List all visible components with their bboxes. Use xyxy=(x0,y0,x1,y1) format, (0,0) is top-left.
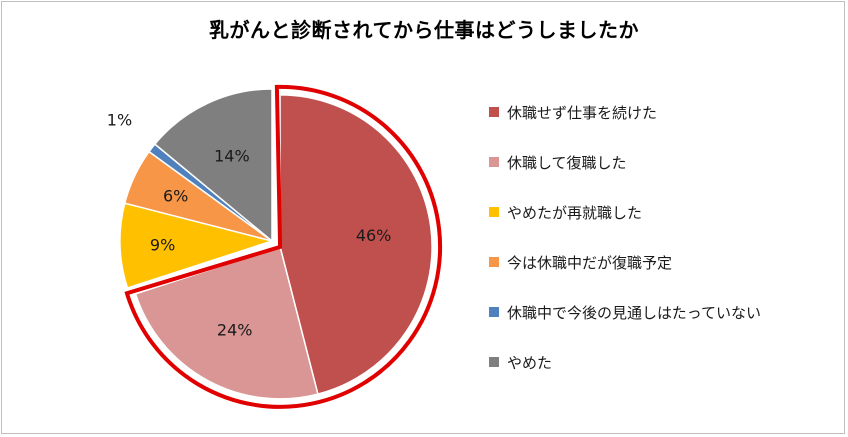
pie-slices xyxy=(119,88,433,400)
data-label-4: 6% xyxy=(163,187,188,206)
pie-slice-2 xyxy=(134,245,319,400)
highlight-outline xyxy=(124,84,443,409)
legend-label: やめた xyxy=(507,353,553,372)
legend-item-4: 今は休職中だが復職予定 xyxy=(489,250,672,274)
pie-data-labels: 46% 24% 9% 6% 1% 14% xyxy=(107,110,392,339)
legend-swatch xyxy=(489,107,499,117)
legend-item-3: やめたが再就職した xyxy=(489,200,642,224)
data-label-3: 9% xyxy=(150,235,175,254)
legend-label: やめたが再就職した xyxy=(507,203,643,222)
legend-swatch xyxy=(489,157,499,167)
legend-label: 休職せず仕事を続けた xyxy=(507,103,658,122)
data-label-1: 46% xyxy=(356,226,392,245)
data-label-6: 14% xyxy=(214,147,250,166)
highlight-border xyxy=(124,84,443,409)
legend-item-5: 休職中で今後の見通しはたっていない xyxy=(489,300,761,324)
legend-label: 今は休職中だが復職予定 xyxy=(507,253,673,272)
legend-item-2: 休職して復職した xyxy=(489,150,627,174)
legend-swatch xyxy=(489,307,499,317)
legend-swatch xyxy=(489,257,499,267)
data-label-2: 24% xyxy=(217,321,253,340)
legend-label: 休職して復職した xyxy=(507,153,627,172)
legend-item-1: 休職せず仕事を続けた xyxy=(489,100,657,124)
legend-swatch xyxy=(489,357,499,367)
pie-slice-3 xyxy=(119,202,275,289)
pie-slice-6 xyxy=(153,88,273,243)
legend-label: 休職中で今後の見通しはたっていない xyxy=(507,303,761,322)
pie-slice-1 xyxy=(279,94,433,396)
legend-item-6: やめた xyxy=(489,350,552,374)
data-label-5: 1% xyxy=(107,110,132,129)
legend-swatch xyxy=(489,207,499,217)
chart-title: 乳がんと診断されてから仕事はどうしましたか xyxy=(209,18,639,42)
